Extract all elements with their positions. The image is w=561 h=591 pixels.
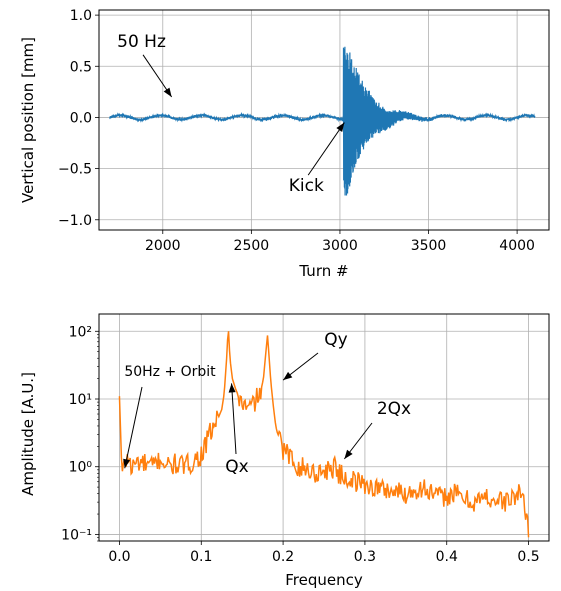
bottom-series-line bbox=[118, 331, 530, 538]
top-ytick-label: 0.5 bbox=[70, 59, 92, 75]
top-ytick-label: 0.0 bbox=[70, 110, 92, 126]
bottom-annotation-label: Qy bbox=[324, 330, 347, 350]
top-annotation-label: Kick bbox=[289, 176, 324, 196]
bottom-annotation-label: Qx bbox=[225, 457, 248, 477]
top-annotation-arrow-head bbox=[163, 87, 172, 97]
bottom-annotation-arrow-head bbox=[228, 383, 236, 393]
top-xtick-label: 2000 bbox=[145, 238, 181, 254]
bottom-annotation-arrow-shaft bbox=[231, 383, 237, 455]
bottom-annotation-label: 50Hz + Orbit bbox=[124, 364, 216, 380]
bottom-plot-frame bbox=[98, 313, 550, 542]
top-annotation-label: 50 Hz bbox=[117, 32, 166, 52]
bottom-chart-xlabel: Frequency bbox=[285, 571, 363, 589]
top-chart-xlabel: Turn # bbox=[298, 262, 348, 280]
top-annotation-arrow bbox=[307, 122, 345, 176]
bottom-ytick-label: 10⁻¹ bbox=[61, 527, 92, 543]
bottom-xtick-label: 0.3 bbox=[354, 549, 376, 565]
bottom-xtick-label: 0.1 bbox=[190, 549, 212, 565]
top-annotation-arrow-shaft bbox=[307, 122, 345, 176]
bottom-annotation-arrow-head bbox=[344, 449, 353, 460]
top-plot-frame bbox=[98, 9, 550, 231]
bottom-chart: Amplitude [A.U.] Frequency 0.0 0.1 0.2 0.3 0… bbox=[19, 313, 550, 589]
top-xtick-label: 2500 bbox=[234, 238, 270, 254]
top-ytick-label: −1.0 bbox=[58, 213, 92, 229]
bottom-xtick-label: 0.5 bbox=[517, 549, 539, 565]
bottom-annotation-arrow-head bbox=[123, 458, 131, 469]
bottom-annotation-arrow-shaft bbox=[124, 386, 143, 469]
bottom-annotation-arrow bbox=[282, 352, 319, 381]
bottom-annotation-arrow bbox=[123, 386, 143, 469]
top-annotation-arrow bbox=[142, 54, 173, 98]
top-chart: Vertical position [mm] Turn # 2000 2500 30… bbox=[19, 8, 550, 280]
top-annotation-arrow-head bbox=[336, 122, 345, 132]
bottom-chart-ylabel: Amplitude [A.U.] bbox=[19, 372, 37, 496]
bottom-annotation-arrow-head bbox=[283, 371, 293, 381]
top-series-line bbox=[109, 46, 536, 196]
top-xtick-label: 4000 bbox=[499, 238, 535, 254]
top-chart-ylabel: Vertical position [mm] bbox=[19, 37, 37, 203]
top-ytick-label: −0.5 bbox=[58, 162, 92, 178]
bottom-ytick-label: 10² bbox=[69, 324, 92, 340]
bottom-annotation-arrow bbox=[228, 383, 237, 455]
bottom-annotation-arrow bbox=[343, 422, 373, 460]
top-xtick-label: 3000 bbox=[322, 238, 358, 254]
top-ytick-label: 1.0 bbox=[70, 8, 92, 24]
bottom-ytick-label: 10⁰ bbox=[69, 460, 93, 476]
bottom-ytick-label: 10¹ bbox=[69, 392, 92, 408]
bottom-xtick-label: 0.2 bbox=[272, 549, 294, 565]
bottom-xtick-label: 0.0 bbox=[108, 549, 130, 565]
top-xtick-label: 3500 bbox=[411, 238, 447, 254]
bottom-xtick-label: 0.4 bbox=[436, 549, 458, 565]
bottom-annotation-label: 2Qx bbox=[377, 399, 411, 419]
